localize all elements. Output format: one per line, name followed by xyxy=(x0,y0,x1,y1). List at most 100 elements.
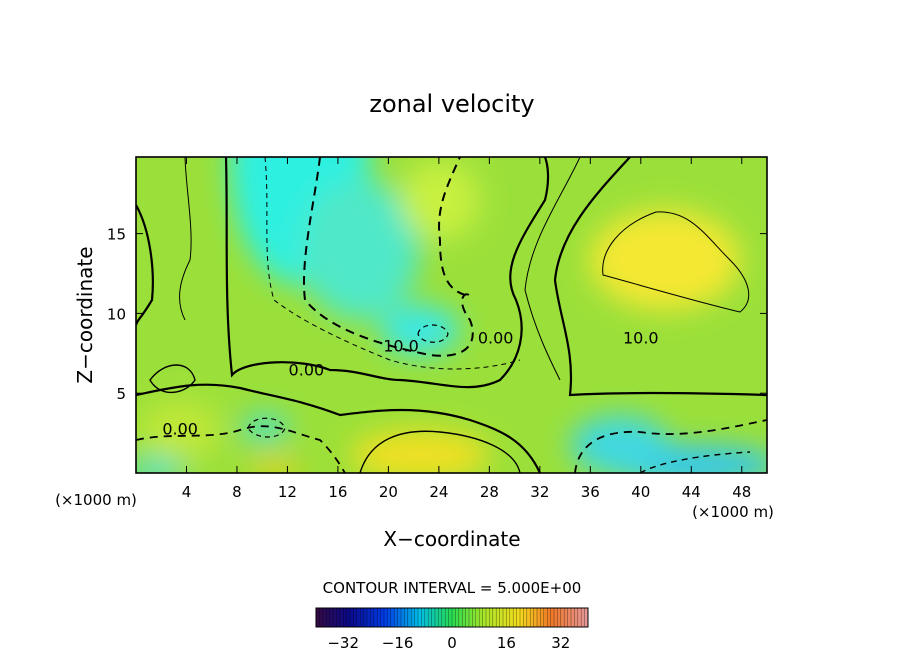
colorbar-cell xyxy=(472,608,477,627)
contour-thin-west xyxy=(179,157,192,321)
field-patch-9 xyxy=(400,160,480,240)
x-tick-label-44: 44 xyxy=(682,483,701,501)
contour-small-cold xyxy=(417,324,449,343)
colorbar-tick-label-3: 16 xyxy=(497,634,516,652)
colorbar-cell xyxy=(350,608,354,627)
colorbar-cell xyxy=(407,608,412,627)
velocity-field xyxy=(136,157,767,473)
contour-labels: 10.0 0.00 10.0 0.00 0.00 xyxy=(162,328,658,438)
contour-small-eddy xyxy=(247,417,286,438)
contour-negative-ten xyxy=(303,157,474,357)
contour-cold-core xyxy=(639,451,751,473)
colorbar-cell xyxy=(496,608,501,627)
x-tick-label-8: 8 xyxy=(232,483,242,501)
x-tick-label-48: 48 xyxy=(732,483,751,501)
x-tick-label-12: 12 xyxy=(278,483,297,501)
colorbar-ticks: −32 −16 0 16 32 xyxy=(327,634,570,652)
colorbar-cell xyxy=(390,608,395,627)
contour-west-lobe xyxy=(149,364,196,394)
colorbar-cell xyxy=(567,608,572,627)
colorbar-cell xyxy=(397,608,402,627)
field-patch-2 xyxy=(300,180,420,320)
contour-thin-mid xyxy=(264,157,521,370)
contour-zero-central xyxy=(224,157,550,389)
colorbar-cell xyxy=(547,608,552,627)
colorbar-tick-label-2: 0 xyxy=(447,634,457,652)
contour-thin-east xyxy=(524,157,581,381)
colorbar-cell xyxy=(506,608,511,627)
colorbar-cell xyxy=(584,608,589,627)
colorbar-cell xyxy=(571,608,575,627)
colorbar-cell xyxy=(353,608,358,627)
colorbar-cell xyxy=(465,608,470,627)
y-tick-label-10: 10 xyxy=(107,305,126,323)
colorbar-cell xyxy=(550,608,555,627)
field-patch-5 xyxy=(250,458,300,473)
colorbar-cell xyxy=(458,608,463,627)
colorbar-cell xyxy=(462,608,467,627)
plot-frame xyxy=(135,156,768,474)
x-tick-label-28: 28 xyxy=(480,483,499,501)
colorbar-cell xyxy=(554,608,558,627)
colorbar-cell xyxy=(455,608,460,627)
colorbar-cell xyxy=(509,608,514,627)
colorbar-cell xyxy=(435,608,439,627)
colorbar-cell xyxy=(581,608,586,627)
x-tick-label-32: 32 xyxy=(530,483,549,501)
colorbar-cell xyxy=(526,608,531,627)
colorbar-cell xyxy=(557,608,562,627)
field-patch-11 xyxy=(136,458,185,473)
colorbar-tick-label-0: −32 xyxy=(327,634,359,652)
x-tick-label-4: 4 xyxy=(182,483,192,501)
colorbar-cell xyxy=(574,608,579,627)
colorbar-cell xyxy=(448,608,453,627)
colorbar-cell xyxy=(520,608,524,627)
colorbar-cell xyxy=(387,608,392,627)
colorbar-cell xyxy=(401,608,405,627)
contour-lower-band xyxy=(136,383,542,473)
x-axis: 4 8 12 16 20 24 28 32 36 40 44 48 xyxy=(182,157,751,501)
colorbar xyxy=(315,608,589,627)
x-tick-label-24: 24 xyxy=(429,483,448,501)
colorbar-cell xyxy=(394,608,399,627)
y-tick-label-5: 5 xyxy=(116,385,126,403)
colorbar-cell xyxy=(489,608,494,627)
colorbar-cell xyxy=(421,608,426,627)
y-axis-label: Z−coordinate xyxy=(73,246,97,383)
colorbar-cell xyxy=(373,608,378,627)
colorbar-cell xyxy=(343,608,348,627)
colorbar-cell xyxy=(479,608,484,627)
colorbar-tick-label-1: −16 xyxy=(382,634,414,652)
colorbar-cell xyxy=(452,608,456,627)
colorbar-cell xyxy=(441,608,446,627)
chart-title: zonal velocity xyxy=(369,90,534,118)
colorbar-cell xyxy=(438,608,443,627)
colorbar-cell xyxy=(482,608,487,627)
field-patch-10 xyxy=(140,400,220,460)
colorbar-cell xyxy=(380,608,385,627)
colorbar-cell xyxy=(418,608,422,627)
colorbar-cell xyxy=(316,608,320,627)
colorbar-cell xyxy=(336,608,341,627)
colorbar-cell xyxy=(377,608,382,627)
x-unit-right: (×1000 m) xyxy=(692,503,774,521)
colorbar-frame xyxy=(315,607,589,628)
contour-label-2: 10.0 xyxy=(623,328,659,347)
colorbar-cell xyxy=(499,608,504,627)
colorbar-cell xyxy=(414,608,419,627)
colorbar-cell xyxy=(516,608,521,627)
x-tick-label-36: 36 xyxy=(581,483,600,501)
colorbar-cell xyxy=(428,608,433,627)
y-axis: 5 10 15 xyxy=(107,226,767,403)
x-tick-label-40: 40 xyxy=(631,483,650,501)
colorbar-cell xyxy=(537,608,541,627)
contour-label-3: 0.00 xyxy=(289,360,325,379)
contour-lines xyxy=(136,157,767,473)
colorbar-cell xyxy=(445,608,450,627)
colorbar-cell xyxy=(540,608,545,627)
colorbar-cell xyxy=(370,608,375,627)
colorbar-cell xyxy=(564,608,569,627)
colorbar-cell xyxy=(322,608,327,627)
colorbar-cell xyxy=(411,608,416,627)
contour-label-0: 10.0 xyxy=(383,336,419,355)
